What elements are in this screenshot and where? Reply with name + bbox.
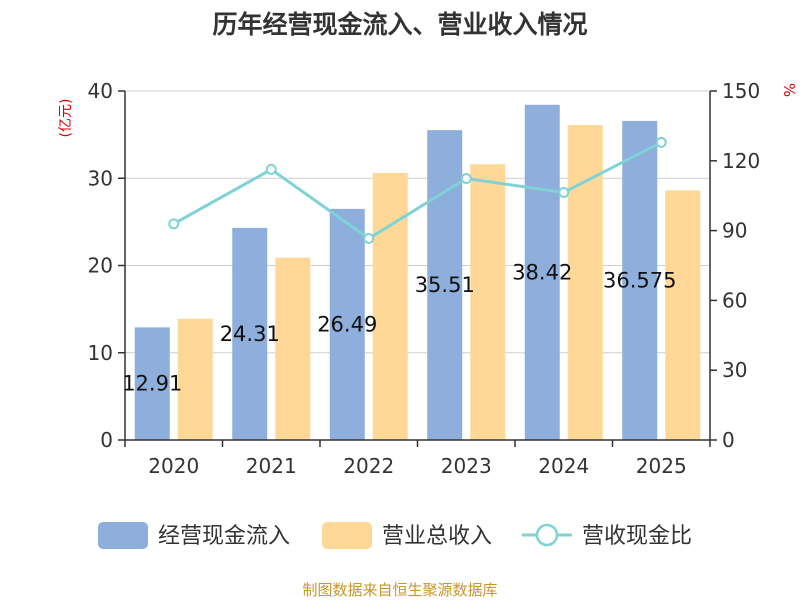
bar-value-label: 35.51: [415, 273, 475, 297]
legend-label: 营收现金比: [582, 524, 692, 549]
bar-value-label: 26.49: [317, 312, 377, 336]
revenue-bar: [372, 173, 408, 440]
legend-ratio: 营收现金比: [522, 523, 692, 549]
axes: 0 10 20 30 40 0 30 60 90 120 150 2020 2021 2022 2023 20…: [88, 79, 761, 478]
right-axis-tick-label: 120: [722, 149, 760, 173]
legend-label: 营业总收入: [382, 524, 492, 549]
cash-inflow-bar: [232, 227, 268, 440]
right-axis-tick-label: 0: [722, 428, 735, 452]
x-axis-tick-label: 2020: [148, 454, 199, 478]
left-axis-tick-label: 20: [88, 254, 113, 278]
left-axis-tick-label: 0: [100, 428, 113, 452]
cash-inflow-bar: [427, 130, 463, 441]
bar-value-label: 24.31: [220, 322, 280, 346]
ratio-line: [173, 141, 662, 241]
legend-swatch: [322, 522, 372, 549]
x-axis-tick-label: 2021: [246, 454, 297, 478]
ratio-point: [558, 186, 570, 198]
bar-layer: [134, 104, 701, 441]
right-axis-tick-label: 60: [722, 288, 747, 312]
left-axis-unit-label: (亿元): [58, 99, 74, 138]
bar-value-label: 38.42: [512, 260, 572, 284]
right-axis-unit-label: %: [780, 83, 798, 97]
left-axis-tick-label: 10: [88, 341, 113, 365]
data-labels: 12.91 24.31 26.49 35.51 38.42 36.575: [122, 260, 676, 395]
legend: 经营现金流入 营业总收入 营收现金比: [98, 522, 692, 549]
ratio-point: [460, 172, 472, 184]
chart-title: 历年经营现金流入、营业收入情况: [212, 10, 587, 39]
cash-inflow-bar: [329, 208, 365, 440]
x-axis-tick-label: 2023: [441, 454, 492, 478]
x-axis-tick-label: 2025: [636, 454, 687, 478]
ratio-point: [655, 136, 667, 148]
right-axis-tick-label: 30: [722, 358, 747, 382]
cash-inflow-bar: [134, 327, 170, 440]
bar-value-label: 12.91: [122, 372, 182, 396]
right-axis-tick-label: 90: [722, 219, 747, 243]
legend-marker: [535, 523, 559, 547]
legend-swatch: [98, 522, 148, 549]
ratio-point: [168, 218, 180, 230]
legend-cash-inflow: 经营现金流入: [98, 522, 290, 549]
legend-revenue: 营业总收入: [322, 522, 492, 549]
x-axis-tick-label: 2024: [538, 454, 589, 478]
source-caption: 制图数据来自恒生聚源数据库: [302, 581, 497, 599]
left-axis-tick-label: 30: [88, 166, 113, 190]
revenue-bar: [665, 190, 701, 440]
revenue-bar: [177, 318, 213, 440]
right-axis-tick-label: 150: [722, 79, 760, 103]
ratio-point: [265, 163, 277, 175]
legend-label: 经营现金流入: [158, 524, 290, 549]
revenue-bar: [567, 125, 603, 440]
cash-inflow-bar: [524, 104, 560, 441]
left-axis-tick-label: 40: [88, 79, 113, 103]
revenue-bar: [470, 164, 506, 441]
x-axis-tick-label: 2022: [343, 454, 394, 478]
bar-value-label: 36.575: [603, 268, 676, 292]
cash-inflow-bar: [622, 120, 658, 441]
ratio-point: [363, 233, 375, 245]
line-layer: [168, 136, 667, 245]
revenue-bar: [275, 257, 311, 440]
